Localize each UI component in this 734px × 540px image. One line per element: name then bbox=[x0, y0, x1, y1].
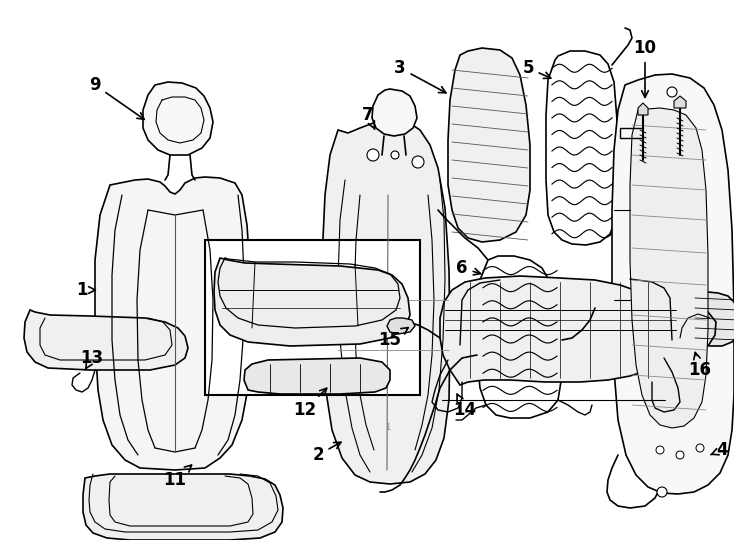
Polygon shape bbox=[440, 276, 678, 385]
Circle shape bbox=[656, 446, 664, 454]
Polygon shape bbox=[448, 48, 530, 242]
Text: 8: 8 bbox=[0, 539, 1, 540]
Text: 4: 4 bbox=[711, 441, 728, 459]
Polygon shape bbox=[95, 177, 250, 470]
Circle shape bbox=[657, 487, 667, 497]
Polygon shape bbox=[387, 318, 415, 334]
Polygon shape bbox=[372, 89, 417, 136]
Text: 2: 2 bbox=[312, 442, 341, 464]
Polygon shape bbox=[24, 310, 188, 370]
Polygon shape bbox=[143, 82, 213, 155]
Text: 11: 11 bbox=[164, 465, 192, 489]
Text: 7: 7 bbox=[362, 106, 374, 130]
Text: 10: 10 bbox=[633, 39, 656, 97]
Polygon shape bbox=[630, 108, 708, 428]
Text: 12: 12 bbox=[294, 388, 327, 419]
Text: 9: 9 bbox=[90, 76, 144, 119]
Circle shape bbox=[696, 444, 704, 452]
Text: 5: 5 bbox=[523, 59, 550, 78]
Text: 3: 3 bbox=[394, 59, 446, 93]
Polygon shape bbox=[693, 290, 734, 346]
Polygon shape bbox=[676, 310, 716, 352]
Polygon shape bbox=[214, 258, 410, 346]
Circle shape bbox=[676, 451, 684, 459]
Polygon shape bbox=[546, 51, 618, 245]
Circle shape bbox=[367, 149, 379, 161]
Polygon shape bbox=[612, 74, 734, 494]
Polygon shape bbox=[638, 103, 648, 115]
Bar bbox=[205, 240, 420, 395]
Text: 16: 16 bbox=[688, 353, 711, 379]
Text: 13: 13 bbox=[81, 349, 103, 370]
Polygon shape bbox=[477, 256, 562, 418]
Circle shape bbox=[412, 156, 424, 168]
Text: 15: 15 bbox=[379, 328, 408, 349]
Circle shape bbox=[391, 151, 399, 159]
Text: 14: 14 bbox=[454, 394, 476, 419]
Text: 1: 1 bbox=[76, 281, 95, 299]
Circle shape bbox=[667, 87, 677, 97]
Polygon shape bbox=[674, 96, 686, 108]
Polygon shape bbox=[322, 120, 450, 484]
Polygon shape bbox=[244, 358, 390, 394]
Text: 1: 1 bbox=[385, 423, 390, 432]
Polygon shape bbox=[83, 474, 283, 540]
Text: 6: 6 bbox=[457, 259, 481, 277]
